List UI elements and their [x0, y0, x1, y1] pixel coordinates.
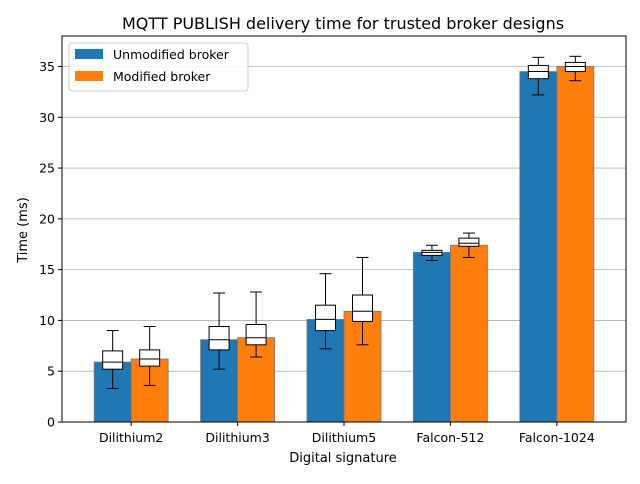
x-tick-label: Falcon-1024	[519, 430, 595, 445]
chart-title: MQTT PUBLISH delivery time for trusted b…	[122, 14, 564, 33]
box-iqr	[315, 304, 336, 332]
y-axis-label: Time (ms)	[16, 197, 31, 264]
box-iqr	[458, 237, 480, 247]
x-axis-label: Digital signature	[289, 451, 397, 466]
box-plots	[102, 55, 586, 389]
y-tick-label: 35	[39, 59, 55, 74]
x-tick-label: Falcon-512	[416, 430, 484, 445]
y-tick-label: 0	[47, 415, 55, 430]
y-tick-label: 15	[39, 262, 55, 277]
box-iqr	[421, 249, 443, 256]
y-tick-label: 25	[39, 161, 55, 176]
box-iqr	[564, 61, 586, 73]
legend-label-modified: Modified broker	[113, 69, 211, 84]
legend-swatch-modified	[75, 71, 103, 81]
x-tick-label: Dilithium5	[312, 430, 376, 445]
y-tick-label: 20	[39, 211, 55, 226]
bar	[556, 66, 595, 423]
bars	[93, 66, 595, 423]
y-tick-label: 30	[39, 110, 55, 125]
x-tick-label: Dilithium3	[205, 430, 269, 445]
box-iqr	[352, 294, 373, 322]
x-tick-label: Dilithium2	[99, 430, 163, 445]
legend-label-unmodified: Unmodified broker	[113, 47, 230, 62]
box-iqr	[102, 350, 124, 370]
box-iqr	[208, 326, 230, 351]
y-axis-ticks: 0 5 10 15 20 25 30 35	[39, 59, 62, 430]
bar	[519, 71, 558, 423]
legend: Unmodified broker Modified broker	[68, 42, 249, 92]
x-axis-ticks: Dilithium2 Dilithium3 Dilithium5 Falcon-512…	[99, 422, 595, 445]
legend-frame	[68, 42, 249, 92]
y-tick-label: 10	[39, 313, 55, 328]
bar	[450, 244, 488, 423]
box-iqr	[245, 323, 267, 346]
bar	[237, 337, 275, 423]
y-tick-label: 5	[47, 364, 55, 379]
legend-swatch-unmodified	[75, 49, 103, 59]
box-iqr	[527, 64, 549, 80]
bar	[413, 251, 451, 423]
box-iqr	[139, 349, 161, 367]
